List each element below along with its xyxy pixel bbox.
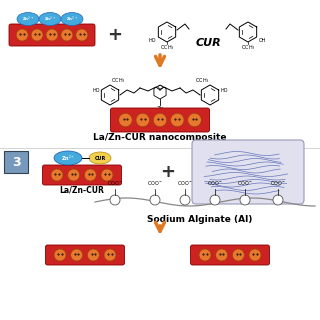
Circle shape [180,195,190,205]
Ellipse shape [17,12,39,26]
Circle shape [71,249,83,261]
Text: +: + [161,163,175,181]
Text: Zn$^{2+}$: Zn$^{2+}$ [22,14,34,24]
Circle shape [51,169,63,181]
FancyBboxPatch shape [45,245,124,265]
Circle shape [110,195,120,205]
Text: CUR: CUR [94,156,106,161]
Text: COO$^-$: COO$^-$ [237,179,253,187]
Text: COO$^-$: COO$^-$ [270,179,286,187]
Circle shape [76,29,88,41]
Ellipse shape [89,152,111,164]
Text: HO: HO [148,37,156,43]
Circle shape [240,195,250,205]
Circle shape [68,169,80,181]
FancyBboxPatch shape [43,165,122,185]
Circle shape [31,29,43,41]
Text: OCH$_3$: OCH$_3$ [111,76,125,85]
Ellipse shape [39,12,61,26]
Circle shape [199,249,211,261]
Text: 3: 3 [12,156,20,169]
Text: OCH$_3$: OCH$_3$ [160,44,174,52]
Circle shape [84,169,96,181]
Circle shape [61,29,73,41]
FancyBboxPatch shape [110,108,210,132]
Circle shape [153,113,167,127]
Text: OCH$_3$: OCH$_3$ [195,76,209,85]
Text: HO: HO [220,87,228,92]
Circle shape [87,249,99,261]
Text: La/Zn-CUR: La/Zn-CUR [60,186,104,195]
Text: Zn$^{2+}$: Zn$^{2+}$ [44,14,56,24]
Text: +: + [108,26,123,44]
Text: OCH$_3$: OCH$_3$ [241,44,255,52]
Circle shape [16,29,28,41]
Circle shape [119,113,132,127]
Text: COO$^-$: COO$^-$ [207,179,223,187]
Text: Zn$^{2+}$: Zn$^{2+}$ [66,14,78,24]
Circle shape [210,195,220,205]
Text: HO: HO [92,87,100,92]
Text: COO$^-$: COO$^-$ [177,179,193,187]
FancyBboxPatch shape [4,151,28,173]
Text: CUR: CUR [195,38,221,48]
Circle shape [54,249,66,261]
Ellipse shape [61,12,83,26]
Circle shape [232,249,244,261]
Circle shape [136,113,149,127]
Text: La/Zn-CUR nanocomposite: La/Zn-CUR nanocomposite [93,132,227,141]
Text: OH: OH [259,37,267,43]
Text: Zn$^{2+}$: Zn$^{2+}$ [61,153,75,163]
FancyBboxPatch shape [192,140,304,204]
Text: Zn: Zn [156,106,164,110]
Circle shape [188,113,201,127]
Text: Sodium Alginate (Al): Sodium Alginate (Al) [147,215,253,225]
Circle shape [273,195,283,205]
FancyBboxPatch shape [9,24,95,46]
Circle shape [46,29,58,41]
Circle shape [150,195,160,205]
Ellipse shape [54,151,82,165]
Circle shape [216,249,228,261]
Circle shape [101,169,113,181]
Text: O: O [157,84,163,90]
Text: COO$^-$: COO$^-$ [107,179,123,187]
Text: COO$^-$: COO$^-$ [147,179,163,187]
FancyBboxPatch shape [190,245,269,265]
Circle shape [104,249,116,261]
Circle shape [249,249,261,261]
Circle shape [171,113,184,127]
